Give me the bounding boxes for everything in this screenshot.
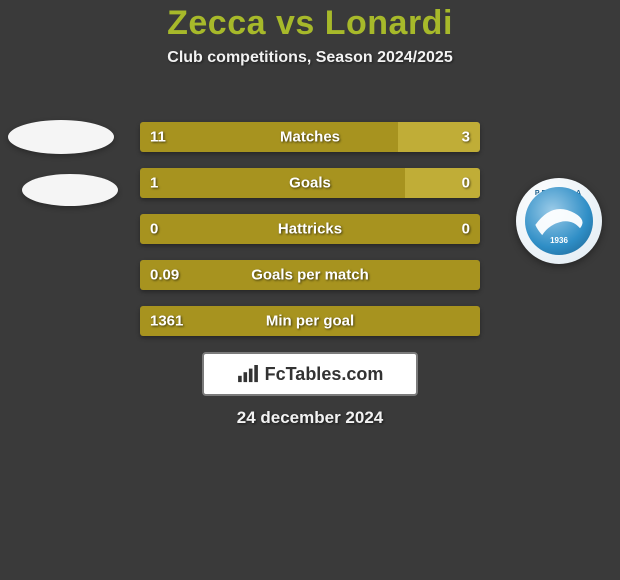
stage: Zecca vs Lonardi Club competitions, Seas…	[0, 0, 620, 580]
date-text: 24 december 2024	[0, 408, 620, 428]
watermark: FcTables.com	[202, 352, 418, 396]
subtitle: Club competitions, Season 2024/2025	[0, 49, 620, 67]
stat-row: 1361Min per goal	[140, 306, 480, 336]
stat-seg-right	[405, 168, 480, 198]
stat-seg-left	[140, 122, 398, 152]
header: Zecca vs Lonardi Club competitions, Seas…	[0, 0, 620, 67]
stat-seg-right	[398, 122, 480, 152]
stat-seg-left	[140, 214, 480, 244]
stat-row: 00Hattricks	[140, 214, 480, 244]
stat-row: 10Goals	[140, 168, 480, 198]
page-title: Zecca vs Lonardi	[0, 4, 620, 43]
stat-seg-left	[140, 306, 480, 336]
player-left-placeholder-2	[22, 174, 118, 206]
crest-year: 1936	[516, 236, 602, 245]
comparison-bars: 113Matches 10Goals 00Hattricks 0.09Goals pe…	[140, 122, 480, 352]
stat-seg-left	[140, 260, 480, 290]
bars-icon	[237, 365, 259, 383]
stat-seg-left	[140, 168, 405, 198]
stat-row: 0.09Goals per match	[140, 260, 480, 290]
stat-row: 113Matches	[140, 122, 480, 152]
watermark-text: FcTables.com	[265, 364, 384, 385]
club-crest-right: PESCARA CALCIO 1936	[516, 178, 602, 264]
player-left-placeholder-1	[8, 120, 114, 154]
